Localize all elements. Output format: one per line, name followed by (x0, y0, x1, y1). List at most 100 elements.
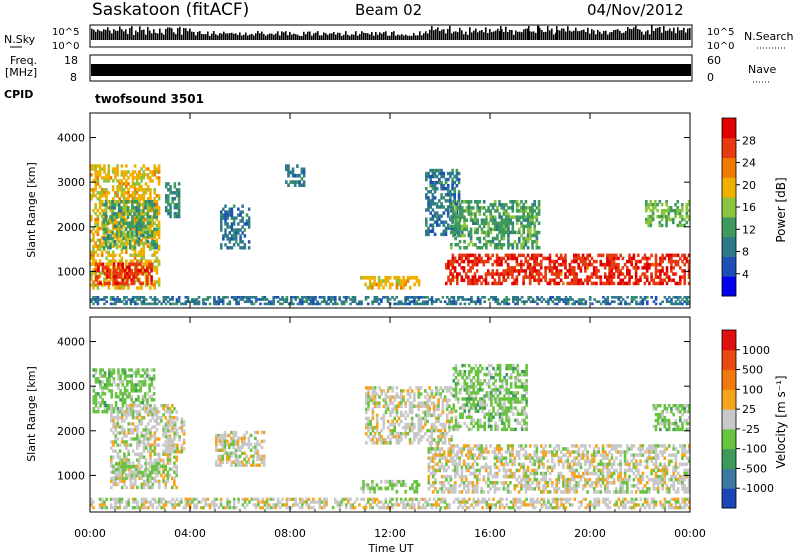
noise-tick-low-left: 10^0 (52, 41, 79, 52)
velocity-ylabel: Slant Range [km] (25, 366, 38, 462)
velocity-colorbar-tick: -500 (742, 462, 767, 475)
velocity-colorbar-tick: 25 (742, 403, 756, 416)
power-colorbar-label: Power [dB] (774, 177, 788, 242)
noise-tick-high-right: 10^5 (707, 27, 734, 38)
cpid-name: twofsound 3501 (95, 92, 204, 106)
noise-tick-high-left: 10^5 (52, 27, 79, 38)
power-ytick-label: 1000 (57, 265, 85, 278)
power-colorbar-swatch (722, 157, 736, 178)
velocity-region-7 (427, 444, 691, 494)
power-region-11 (90, 296, 691, 306)
freq-label: Freq. (10, 54, 37, 67)
nave-tick-low: 0 (707, 71, 714, 84)
velocity-colorbar-tick: 100 (742, 383, 763, 396)
power-ytick-label: 4000 (57, 132, 85, 145)
x-tick-label: 20:00 (574, 527, 606, 540)
power-colorbar-tick: 12 (742, 223, 756, 236)
velocity-colorbar-tick: 500 (742, 364, 763, 377)
time-axis: 00:00 04:00 08:00 12:00 16:00 20:00 00:00 (74, 113, 706, 540)
date-label: 04/Nov/2012 (587, 1, 684, 19)
velocity-region-10 (90, 497, 691, 510)
x-tick-label: 16:00 (474, 527, 506, 540)
power-colorbar-swatch (722, 118, 736, 139)
power-region-4 (220, 204, 251, 250)
freq-band (91, 64, 691, 76)
x-axis-label: Time UT (367, 542, 413, 554)
velocity-data (90, 363, 691, 510)
velocity-colorbar-swatch (722, 409, 736, 430)
nave-tick-high: 60 (707, 54, 721, 67)
power-colorbar-swatch (722, 276, 736, 297)
freq-tick-high: 18 (64, 54, 78, 67)
power-colorbar: 28 24 20 16 12 8 4 (721, 117, 756, 297)
velocity-colorbar: 1000 500 100 25 -25 -100 -500 -1000 (721, 329, 774, 509)
velocity-region-3 (165, 417, 186, 454)
power-region-9 (450, 200, 541, 250)
velocity-ytick-label: 3000 (57, 380, 85, 393)
velocity-colorbar-swatch (722, 428, 736, 450)
x-tick-label: 08:00 (274, 527, 306, 540)
power-colorbar-tick: 16 (742, 201, 756, 214)
velocity-colorbar-swatch (722, 389, 736, 410)
nave-label: Nave (748, 63, 776, 76)
velocity-colorbar-tick: -100 (742, 443, 767, 456)
power-region-2 (102, 200, 158, 250)
power-colorbar-tick: 24 (742, 157, 756, 170)
freq-unit-label: [MHz] (5, 66, 37, 79)
x-tick-label: 00:00 (674, 527, 706, 540)
power-region-1 (95, 262, 153, 286)
velocity-region-5 (360, 479, 421, 494)
power-colorbar-swatch (722, 137, 736, 159)
power-region-6 (360, 275, 421, 290)
velocity-ytick-label: 1000 (57, 469, 85, 482)
velocity-region-8 (452, 363, 528, 432)
power-colorbar-swatch (722, 216, 736, 238)
beam-label: Beam 02 (355, 1, 423, 19)
power-colorbar-swatch (722, 177, 736, 198)
freq-tick-low: 8 (70, 71, 77, 84)
power-panel: 4000 3000 2000 1000 Slant Range [km] (25, 112, 691, 309)
power-data (90, 164, 691, 306)
power-colorbar-tick: 20 (742, 179, 756, 192)
power-region-5 (285, 164, 306, 187)
velocity-region-4 (215, 430, 266, 467)
power-ytick-label: 2000 (57, 221, 85, 234)
velocity-region-9 (652, 404, 691, 432)
power-colorbar-tick: 28 (742, 134, 756, 147)
noise-tick-low-right: 10^0 (707, 41, 734, 52)
x-tick-label: 04:00 (174, 527, 206, 540)
power-colorbar-swatch (722, 236, 736, 257)
power-ylabel: Slant Range [km] (25, 162, 38, 258)
freq-panel: Freq. [MHz] 18 8 60 0 Nave (5, 54, 776, 84)
power-colorbar-swatch (722, 197, 736, 218)
x-tick-label: 00:00 (74, 527, 106, 540)
velocity-colorbar-swatch (722, 468, 736, 489)
velocity-colorbar-swatch (722, 488, 736, 509)
power-region-7 (425, 168, 461, 237)
power-region-8 (445, 253, 691, 286)
velocity-region-2 (115, 462, 161, 481)
noise-panel: N.Sky 10^5 10^0 10^5 10^0 N.Search (4, 24, 794, 52)
velocity-colorbar-swatch (722, 369, 736, 390)
power-region-10 (645, 200, 691, 228)
velocity-colorbar-label: Velocity [m s⁻¹] (774, 375, 788, 468)
velocity-colorbar-tick: 1000 (742, 344, 770, 357)
velocity-colorbar-swatch (722, 330, 736, 351)
x-tick-label: 12:00 (374, 527, 406, 540)
power-colorbar-tick: 8 (742, 246, 749, 259)
velocity-region-6 (365, 386, 453, 445)
chart-title: Saskatoon (fitACF) (92, 0, 250, 20)
nsky-label: N.Sky (4, 33, 36, 46)
power-ytick-label: 3000 (57, 176, 85, 189)
velocity-colorbar-swatch (722, 448, 736, 469)
velocity-colorbar-swatch (722, 349, 736, 371)
power-colorbar-tick: 4 (742, 268, 749, 281)
velocity-colorbar-tick: -1000 (742, 482, 774, 495)
velocity-ytick-label: 2000 (57, 425, 85, 438)
velocity-panel: 4000 3000 2000 1000 Slant Range [km] (25, 316, 691, 513)
power-region-3 (165, 182, 181, 219)
velocity-ytick-label: 4000 (57, 336, 85, 349)
power-colorbar-swatch (722, 256, 736, 277)
velocity-colorbar-tick: -25 (742, 423, 760, 436)
